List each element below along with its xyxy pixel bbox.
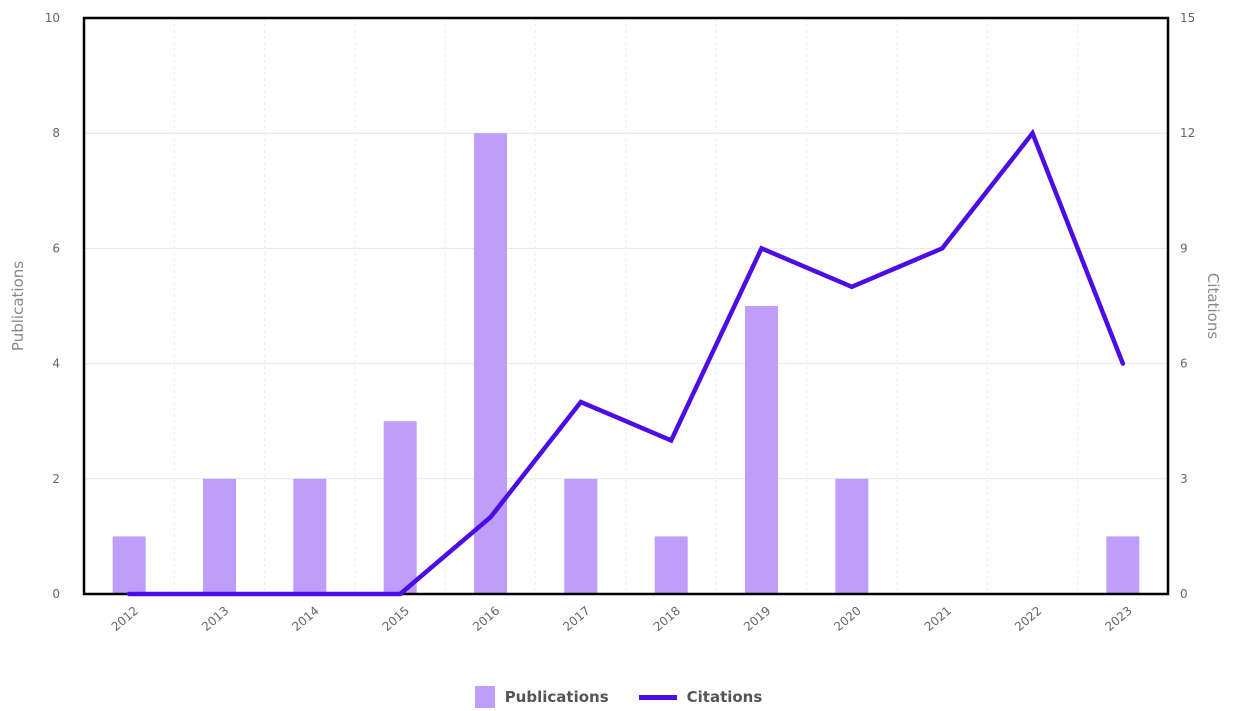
left-axis-title: Publications: [9, 261, 27, 351]
publications-bars: [112, 133, 1140, 594]
left-tick-label: 8: [52, 126, 60, 140]
right-tick-label: 6: [1180, 357, 1188, 371]
citations-line: [126, 128, 1126, 597]
right-tick-label: 12: [1180, 126, 1195, 140]
legend-label-citations: Citations: [686, 688, 763, 706]
x-axis-ticks: 2012 2013 2014 2015 2016 2017 2018 2019 2020 2021…: [109, 604, 1135, 634]
x-tick-label: 2015: [380, 604, 412, 634]
x-tick-label: 2013: [199, 604, 231, 634]
publications-bar: [383, 421, 417, 594]
citations-swatch: [638, 694, 677, 700]
right-tick-label: 3: [1180, 472, 1188, 486]
publications-bar: [112, 536, 146, 594]
plot-frame: [82, 16, 1170, 596]
publications-bar: [293, 478, 327, 594]
left-tick-label: 6: [52, 241, 60, 255]
left-tick-label: 4: [52, 357, 60, 371]
right-axis-ticks: 0 3 6 9 12 15: [1180, 11, 1195, 601]
legend-item-citations[interactable]: Citations: [638, 688, 763, 706]
right-tick-label: 15: [1180, 11, 1195, 25]
x-tick-label: 2021: [922, 604, 954, 634]
publications-bar: [745, 306, 778, 594]
right-axis-title: Citations: [1204, 273, 1222, 339]
legend-label-publications: Publications: [504, 688, 609, 706]
x-tick-label: 2019: [741, 604, 773, 634]
gridlines: [83, 17, 1169, 595]
x-tick-label: 2017: [560, 604, 592, 634]
x-tick-label: 2014: [289, 604, 321, 634]
x-tick-label: 2012: [109, 604, 141, 634]
x-tick-label: 2018: [651, 604, 683, 634]
left-axis-ticks: 0 2 4 6 8 10: [45, 11, 60, 601]
left-tick-label: 0: [52, 587, 60, 601]
publications-bar: [1106, 536, 1140, 594]
legend: Publications Citations: [0, 686, 1237, 708]
right-tick-label: 0: [1180, 587, 1188, 601]
publications-swatch: [474, 686, 495, 708]
legend-item-publications[interactable]: Publications: [474, 686, 609, 708]
x-tick-label: 2023: [1102, 604, 1134, 634]
x-tick-label: 2022: [1012, 604, 1044, 634]
publications-bar: [564, 478, 598, 594]
x-tick-label: 2020: [831, 604, 863, 634]
x-tick-label: 2016: [470, 604, 502, 634]
left-tick-label: 10: [45, 11, 60, 25]
publications-bar: [654, 536, 688, 594]
left-tick-label: 2: [52, 472, 60, 486]
publications-bar: [835, 478, 869, 594]
publications-bar: [203, 478, 236, 594]
right-tick-label: 9: [1180, 241, 1188, 255]
